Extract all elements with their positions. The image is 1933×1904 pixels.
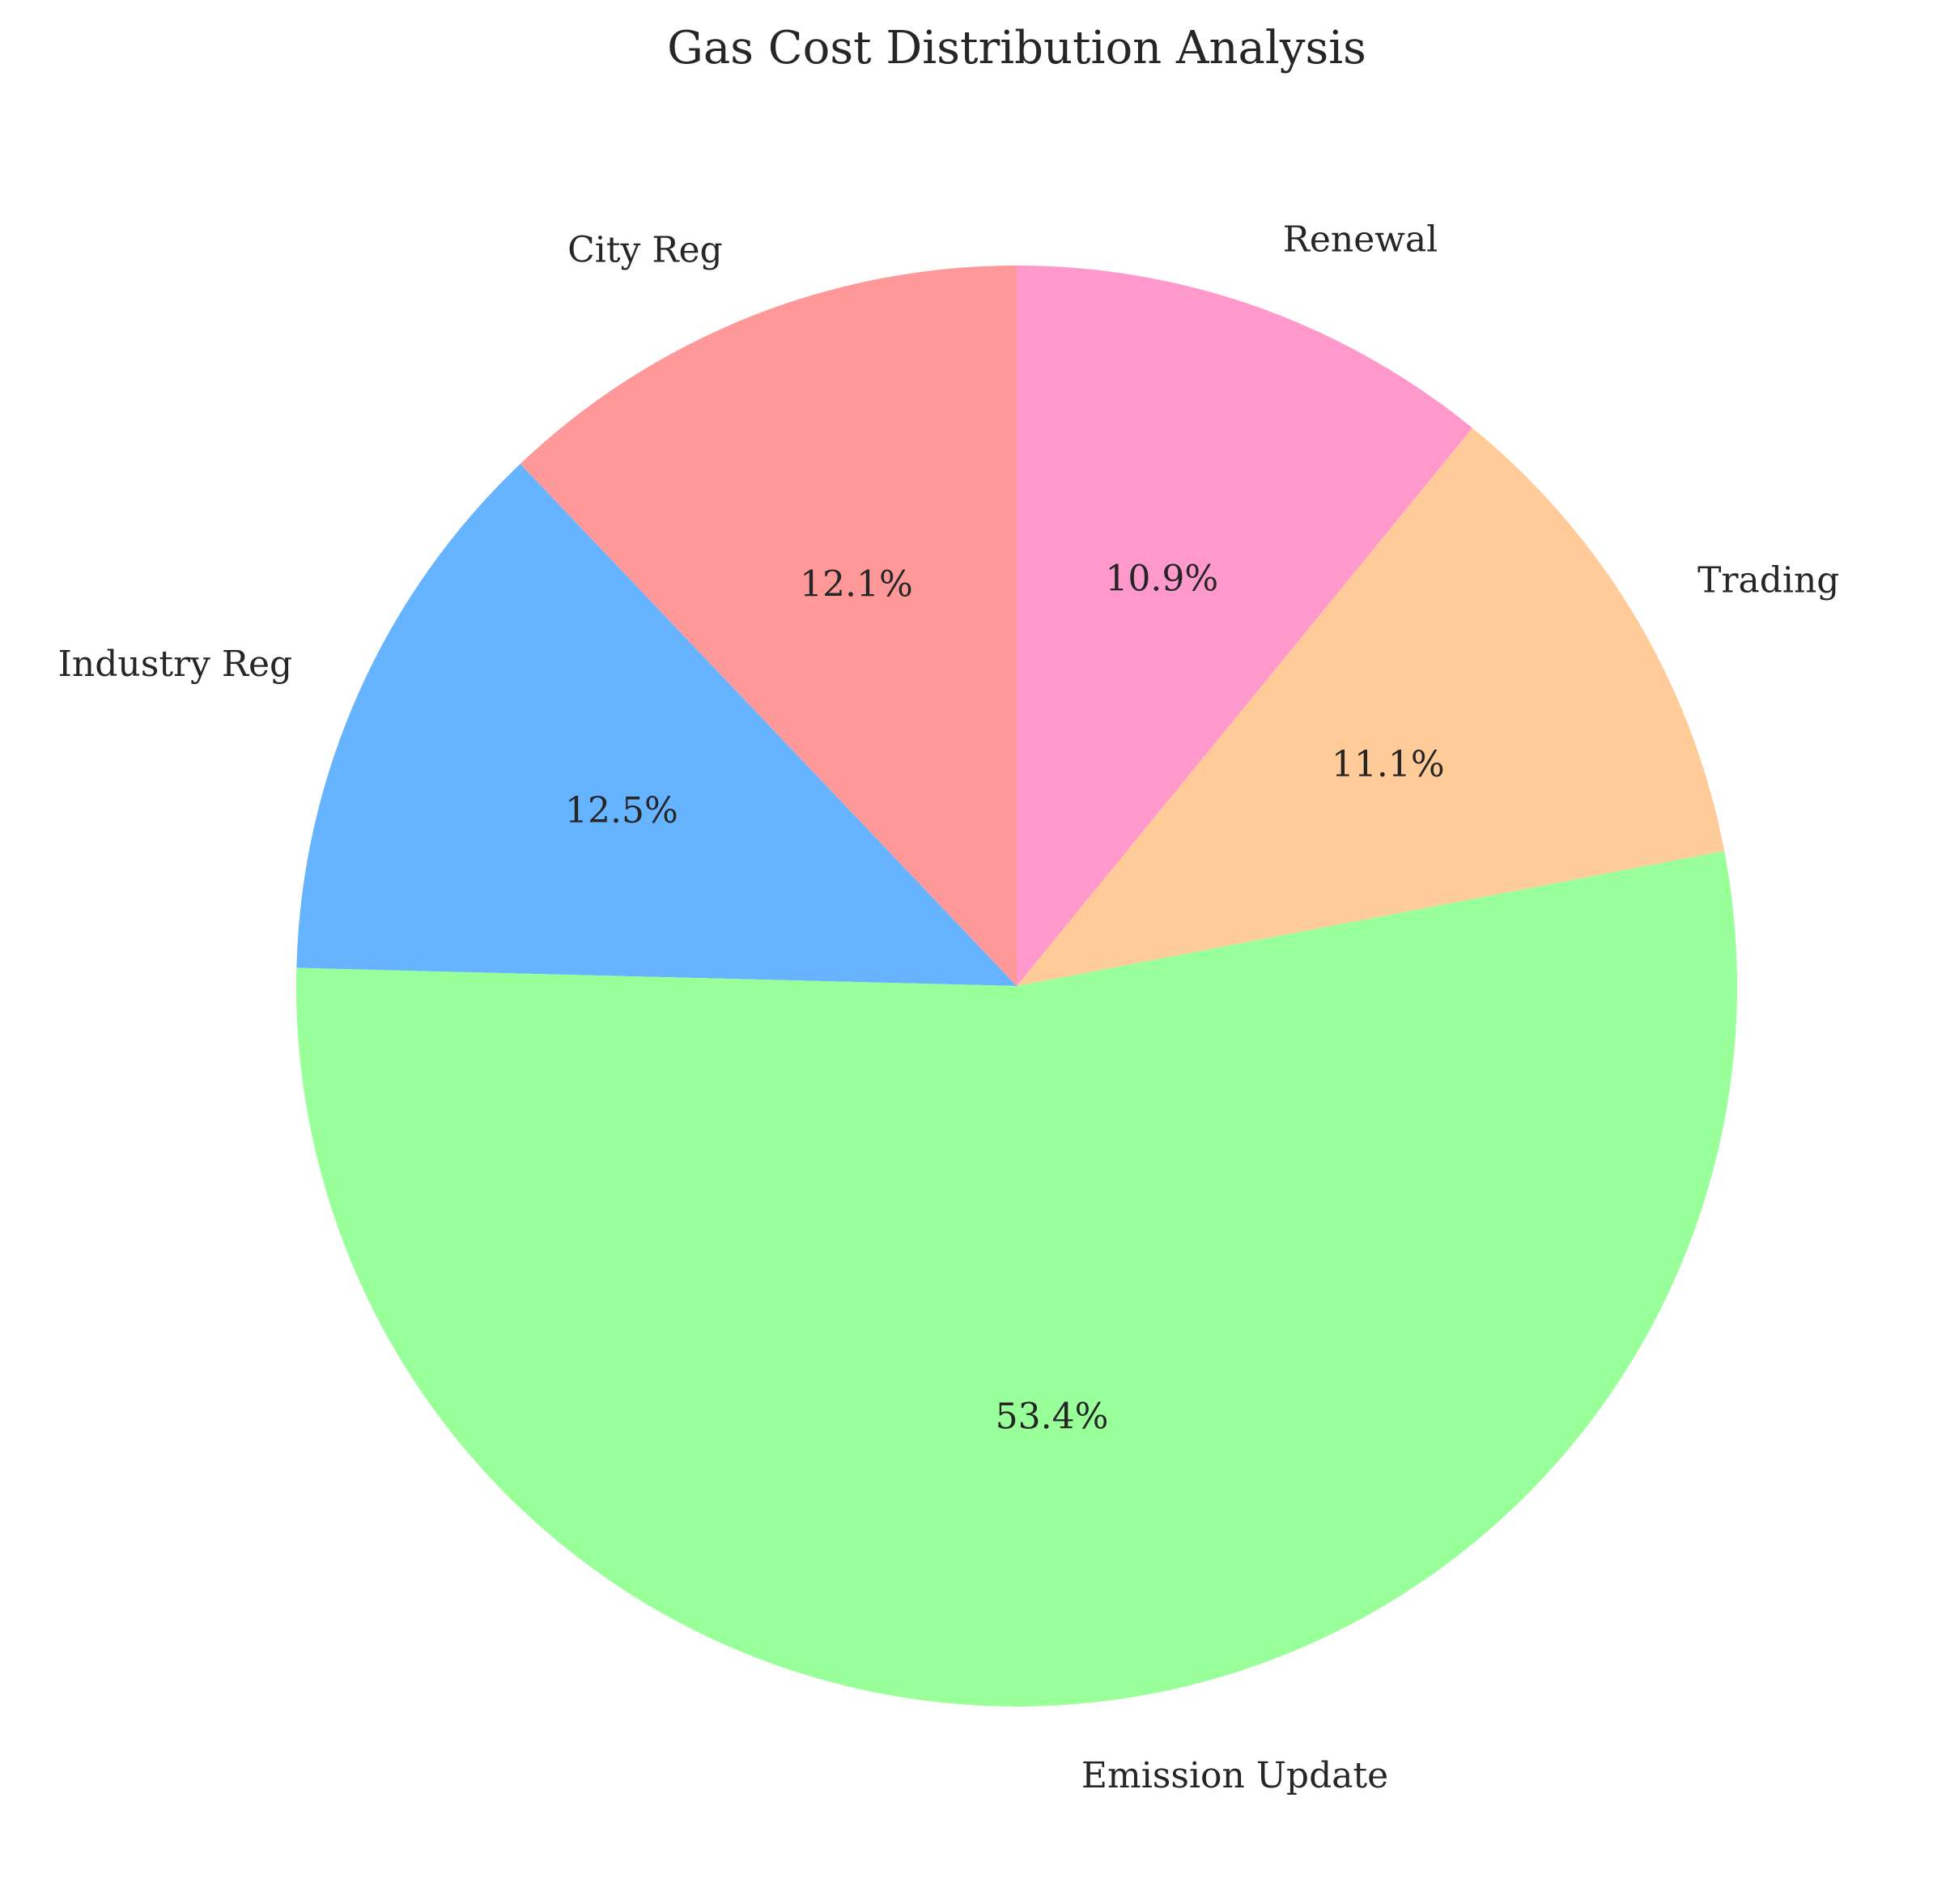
slice-label-trading: Trading [1697, 560, 1839, 601]
slice-percent-emission-update: 53.4% [996, 1396, 1109, 1438]
pie-slice-trading [1017, 427, 1725, 986]
pie-slices [296, 266, 1737, 1706]
pie-slice-industry-reg [296, 464, 1017, 986]
pie-labels: City Reg 12.1% Industry Reg 12.5% Emission U… [58, 219, 1840, 1796]
slice-label-city-reg: City Reg [567, 229, 723, 270]
slice-label-renewal: Renewal [1283, 219, 1438, 260]
slice-percent-industry-reg: 12.5% [565, 790, 678, 831]
slice-label-emission-update: Emission Update [1081, 1755, 1388, 1796]
pie-slice-renewal [1017, 266, 1472, 986]
slice-label-industry-reg: Industry Reg [58, 644, 293, 685]
chart-title: Gas Cost Distribution Analysis [667, 22, 1366, 74]
pie-slice-emission-update [296, 851, 1737, 1706]
pie-slice-city-reg [520, 266, 1017, 986]
slice-percent-renewal: 10.9% [1105, 559, 1218, 600]
slice-percent-trading: 11.1% [1332, 744, 1445, 785]
slice-percent-city-reg: 12.1% [800, 564, 913, 606]
